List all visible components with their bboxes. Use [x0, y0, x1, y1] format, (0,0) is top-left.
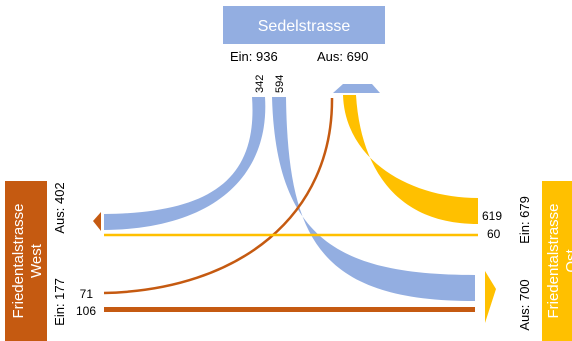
flow-west-to-north — [103, 97, 334, 295]
north-street-box — [223, 6, 385, 44]
west-street-name-line1: Friedentalstrasse — [10, 203, 27, 318]
west-flow-to-north-value: 71 — [80, 287, 94, 301]
east-ein-label: Ein: 679 — [517, 196, 532, 244]
east-flow-to-west-value: 60 — [487, 227, 501, 241]
exit-arrow-west — [93, 212, 101, 231]
east-street-box — [542, 181, 572, 341]
west-aus-label: Aus: 402 — [52, 182, 67, 233]
north-flow-to-west-value: 342 — [254, 75, 266, 93]
west-street-box — [5, 181, 47, 341]
flow-west-to-east — [104, 307, 475, 312]
west-ein-label: Ein: 177 — [52, 278, 67, 326]
flow-north-to-west — [104, 97, 266, 230]
exit-arrow-north — [333, 84, 380, 93]
east-street-name-line2: Ost — [563, 249, 572, 273]
north-ein-label: Ein: 936 — [230, 49, 278, 64]
flow-north-to-east — [272, 97, 475, 301]
north-street-name: Sedelstrasse — [258, 18, 351, 35]
west-street-name-line2: West — [28, 243, 45, 278]
east-flow-to-north-value: 619 — [482, 209, 502, 223]
north-flow-to-east-value: 594 — [274, 75, 286, 93]
east-street-name-line1: Friedentalstrasse — [545, 203, 562, 318]
north-aus-label: Aus: 690 — [317, 49, 368, 64]
west-flow-to-east-value: 106 — [76, 304, 96, 318]
exit-arrow-east — [485, 271, 496, 323]
flow-east-to-north — [343, 95, 478, 224]
east-aus-label: Aus: 700 — [517, 279, 532, 330]
